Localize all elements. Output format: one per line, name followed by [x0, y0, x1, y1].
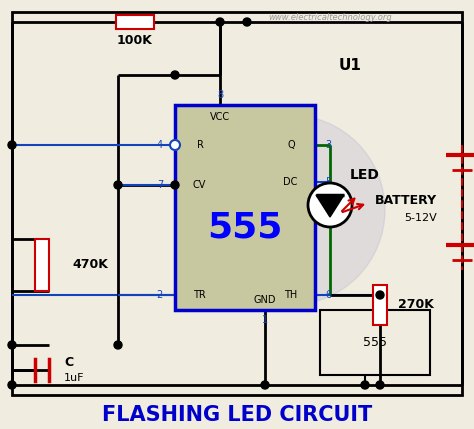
- Text: 555: 555: [207, 211, 283, 245]
- Text: LED: LED: [350, 168, 380, 182]
- Text: 1uF: 1uF: [64, 373, 84, 383]
- Bar: [175, 105, 315, 310]
- Circle shape: [8, 341, 16, 349]
- Text: VCC: VCC: [210, 112, 230, 122]
- Text: DC: DC: [283, 177, 297, 187]
- Text: 5: 5: [325, 177, 331, 187]
- Text: 5-12V: 5-12V: [404, 213, 437, 223]
- Circle shape: [243, 18, 251, 26]
- Circle shape: [171, 181, 179, 189]
- Circle shape: [170, 140, 180, 150]
- Text: 6: 6: [325, 290, 331, 300]
- Text: Q: Q: [287, 140, 295, 150]
- Text: 7: 7: [157, 180, 163, 190]
- Text: 555: 555: [363, 336, 387, 349]
- Text: 100K: 100K: [117, 33, 153, 46]
- Bar: [116, 15, 154, 29]
- Circle shape: [195, 115, 385, 305]
- Circle shape: [8, 141, 16, 149]
- Circle shape: [216, 18, 224, 26]
- Polygon shape: [316, 195, 344, 217]
- Text: U1: U1: [338, 57, 362, 73]
- Bar: [320, 310, 430, 375]
- Text: FLASHING LED CIRCUIT: FLASHING LED CIRCUIT: [102, 405, 372, 425]
- Text: BATTERY: BATTERY: [375, 193, 437, 206]
- Bar: [35, 239, 49, 291]
- Text: TH: TH: [284, 290, 297, 300]
- Text: C: C: [64, 356, 73, 369]
- Text: CV: CV: [193, 180, 206, 190]
- Text: 8: 8: [217, 90, 223, 100]
- Text: 1: 1: [262, 315, 268, 325]
- Circle shape: [272, 272, 308, 308]
- Text: GND: GND: [254, 295, 276, 305]
- Text: 3: 3: [325, 140, 331, 150]
- Circle shape: [114, 181, 122, 189]
- Text: 270K: 270K: [398, 299, 434, 311]
- Text: TR: TR: [193, 290, 206, 300]
- Text: R: R: [197, 140, 204, 150]
- Circle shape: [308, 183, 352, 227]
- Text: 4: 4: [157, 140, 163, 150]
- Circle shape: [376, 381, 384, 389]
- Circle shape: [376, 291, 384, 299]
- Circle shape: [171, 71, 179, 79]
- Text: www.electricaltechnology.org: www.electricaltechnology.org: [268, 13, 392, 22]
- Text: 470K: 470K: [72, 259, 108, 272]
- Bar: [12, 12, 462, 395]
- Circle shape: [114, 341, 122, 349]
- Circle shape: [8, 381, 16, 389]
- Circle shape: [361, 381, 369, 389]
- Text: 2: 2: [157, 290, 163, 300]
- Circle shape: [261, 381, 269, 389]
- Bar: [373, 285, 387, 325]
